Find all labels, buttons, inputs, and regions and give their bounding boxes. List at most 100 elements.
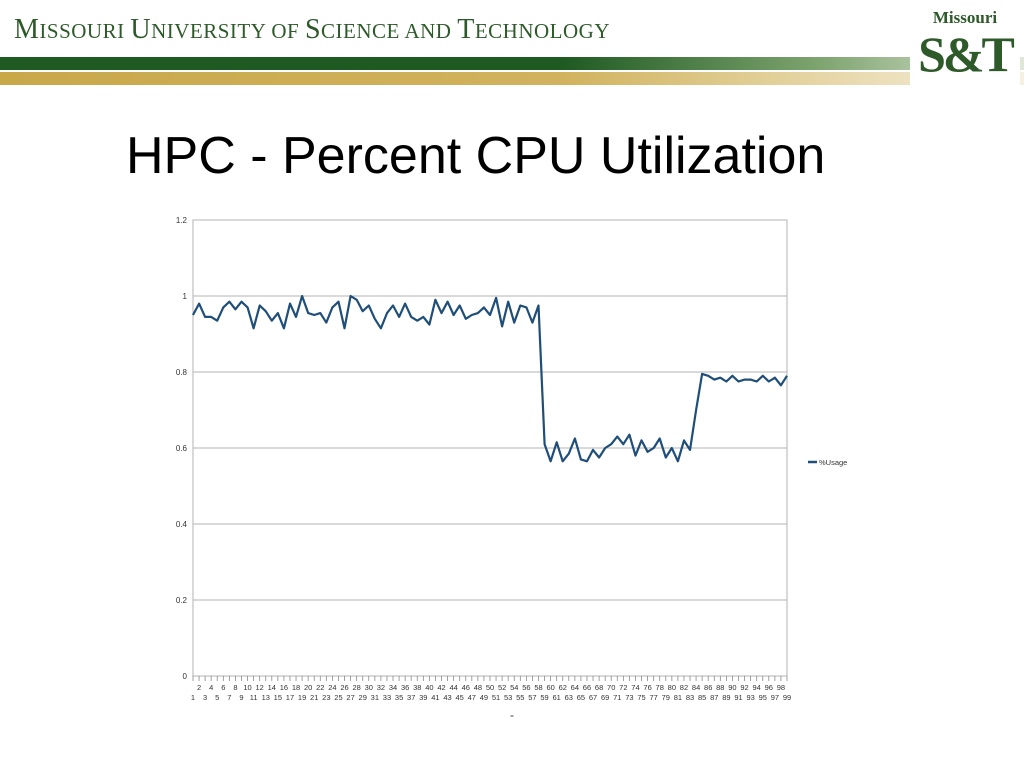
name-part: cience and: [321, 19, 458, 43]
x-tick-label: 12: [256, 683, 264, 692]
x-tick-label: 71: [613, 693, 621, 702]
x-tick-label: 34: [389, 683, 397, 692]
x-tick-label: 24: [328, 683, 336, 692]
x-tick-label: 2: [197, 683, 201, 692]
x-tick-label: 65: [577, 693, 585, 702]
x-tick-label: 37: [407, 693, 415, 702]
x-tick-label: 56: [522, 683, 530, 692]
x-tick-label: 42: [437, 683, 445, 692]
x-tick-label: 79: [662, 693, 670, 702]
university-name: Missouri University of Science and Techn…: [14, 14, 610, 46]
x-tick-label: 90: [728, 683, 736, 692]
x-tick-label: 29: [359, 693, 367, 702]
x-tick-label: 53: [504, 693, 512, 702]
x-tick-label: 18: [292, 683, 300, 692]
name-part: issouri: [39, 19, 131, 43]
legend-label: %Usage: [819, 458, 847, 467]
x-tick-label: 14: [268, 683, 276, 692]
x-tick-label: 73: [625, 693, 633, 702]
x-tick-label: 23: [322, 693, 330, 702]
x-tick-label: 67: [589, 693, 597, 702]
x-tick-label: 63: [565, 693, 573, 702]
name-part: echnology: [474, 19, 610, 43]
x-tick-label: 94: [753, 683, 761, 692]
x-tick-label: 1: [191, 693, 195, 702]
x-tick-label: 54: [510, 683, 518, 692]
x-tick-label: 75: [637, 693, 645, 702]
x-tick-label: 51: [492, 693, 500, 702]
x-tick-label: 52: [498, 683, 506, 692]
x-tick-label: 98: [777, 683, 785, 692]
x-tick-label: 31: [371, 693, 379, 702]
x-tick-label: 96: [765, 683, 773, 692]
slide-header: Missouri University of Science and Techn…: [0, 0, 1024, 90]
x-tick-label: 13: [262, 693, 270, 702]
x-tick-label: 8: [233, 683, 237, 692]
x-tick-label: 28: [352, 683, 360, 692]
x-tick-label: 68: [595, 683, 603, 692]
x-tick-label: 38: [413, 683, 421, 692]
x-tick-label: 47: [468, 693, 476, 702]
slide-title: HPC - Percent CPU Utilization: [126, 127, 826, 185]
x-tick-label: 92: [740, 683, 748, 692]
name-part: U: [130, 14, 152, 45]
x-tick-label: 59: [540, 693, 548, 702]
y-tick-label: 0.6: [176, 444, 188, 453]
x-tick-label: 66: [583, 683, 591, 692]
x-tick-label: 88: [716, 683, 724, 692]
x-tick-label: 76: [643, 683, 651, 692]
x-tick-label: 32: [377, 683, 385, 692]
footer-mark: -: [510, 708, 514, 722]
x-tick-label: 7: [227, 693, 231, 702]
x-tick-label: 84: [692, 683, 700, 692]
x-tick-label: 33: [383, 693, 391, 702]
name-part: niversity of: [151, 19, 305, 43]
x-tick-label: 21: [310, 693, 318, 702]
x-tick-label: 61: [553, 693, 561, 702]
x-tick-label: 97: [771, 693, 779, 702]
x-tick-label: 46: [462, 683, 470, 692]
series-line-usage: [192, 294, 788, 463]
x-tick-label: 95: [759, 693, 767, 702]
x-tick-label: 85: [698, 693, 706, 702]
x-tick-label: 19: [298, 693, 306, 702]
x-tick-label: 30: [365, 683, 373, 692]
header-green-band: [0, 57, 1024, 70]
name-part: S: [304, 14, 322, 45]
x-tick-label: 81: [674, 693, 682, 702]
x-tick-label: 25: [334, 693, 342, 702]
y-tick-label: 0.8: [176, 368, 188, 377]
x-tick-label: 78: [656, 683, 664, 692]
x-tick-label: 49: [480, 693, 488, 702]
x-tick-label: 87: [710, 693, 718, 702]
x-tick-label: 80: [668, 683, 676, 692]
x-tick-label: 40: [425, 683, 433, 692]
y-tick-label: 0.4: [176, 520, 188, 529]
university-logo: Missouri S&T: [910, 4, 1020, 88]
x-tick-label: 99: [783, 693, 791, 702]
name-part: M: [14, 14, 40, 45]
x-tick-label: 86: [704, 683, 712, 692]
x-tick-label: 45: [456, 693, 464, 702]
y-tick-label: 0: [183, 672, 188, 681]
x-tick-label: 10: [243, 683, 251, 692]
y-tick-label: 1.2: [176, 216, 188, 225]
x-tick-label: 77: [649, 693, 657, 702]
x-tick-label: 70: [607, 683, 615, 692]
x-tick-label: 44: [449, 683, 457, 692]
x-tick-label: 69: [601, 693, 609, 702]
x-tick-label: 15: [274, 693, 282, 702]
x-tick-label: 27: [346, 693, 354, 702]
x-tick-label: 5: [215, 693, 219, 702]
x-tick-label: 6: [221, 683, 225, 692]
x-tick-label: 11: [250, 693, 258, 702]
y-tick-label: 0.2: [176, 596, 188, 605]
x-tick-label: 72: [619, 683, 627, 692]
x-tick-label: 9: [239, 693, 243, 702]
x-tick-label: 83: [686, 693, 694, 702]
x-tick-label: 64: [571, 683, 579, 692]
x-tick-label: 57: [528, 693, 536, 702]
x-tick-label: 3: [203, 693, 207, 702]
x-tick-label: 43: [443, 693, 451, 702]
